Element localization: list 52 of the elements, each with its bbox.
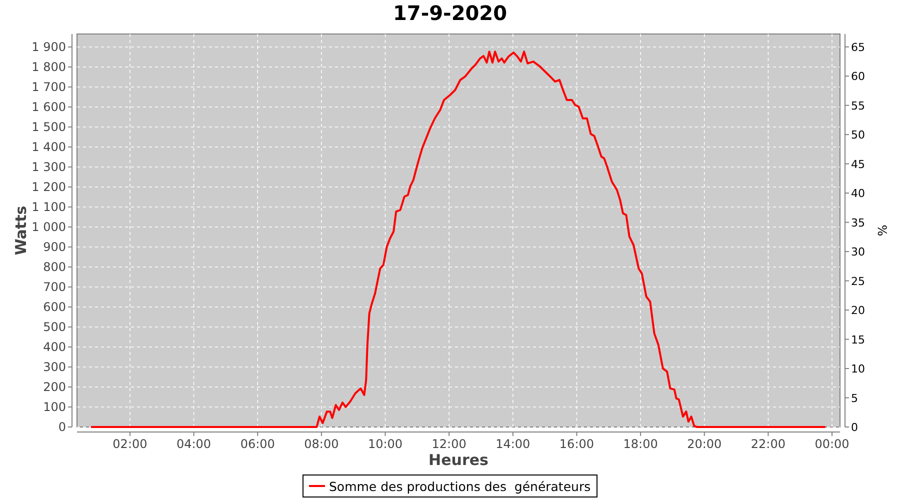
x-tick-label: 08:00 [304, 437, 339, 451]
line-series [90, 50, 826, 428]
x-tick-label: 00:00 [814, 437, 850, 451]
y-tick-label: 1 400 [32, 140, 66, 154]
y2-tick-label: 50 [851, 128, 865, 142]
y-tick-label: 1 500 [32, 120, 66, 134]
y-axis-title: Watts [12, 206, 30, 256]
y-tick-label: 1 000 [32, 220, 66, 234]
x-tick-label: 14:00 [496, 437, 530, 451]
y-tick-label: 100 [43, 400, 66, 414]
x-tick-label: 10:00 [368, 437, 403, 451]
y2-tick-label: 5 [851, 392, 858, 405]
y2-tick-label: 25 [851, 274, 865, 288]
chart-title: 17-9-2020 [392, 1, 508, 25]
y-tick-label: 400 [43, 340, 66, 354]
y-tick-label: 1 900 [32, 40, 66, 54]
y2-tick-label: 20 [851, 304, 865, 318]
x-tick-label: 20:00 [687, 437, 722, 451]
y2-tick-label: 65 [851, 40, 865, 54]
y2-tick-label: 15 [851, 333, 865, 346]
y-tick-label: 1 700 [32, 80, 66, 94]
y-tick-label: 500 [43, 320, 66, 334]
x-tick-label: 06:00 [240, 437, 275, 451]
y-tick-label: 1 200 [32, 180, 66, 194]
y-tick-label: 800 [43, 260, 66, 274]
y-tick-label: 700 [43, 280, 66, 294]
y-tick-label: 0 [58, 420, 66, 434]
x-axis-title: Heures [428, 451, 489, 469]
x-tick-label: 22:00 [750, 437, 786, 451]
y2-tick-label: 0 [851, 421, 858, 434]
x-tick-label: 04:00 [176, 437, 212, 451]
y2-axis-title: % [875, 224, 889, 236]
y-tick-label: 200 [43, 380, 66, 394]
y-tick-label: 1 300 [32, 160, 66, 174]
y-tick-label: 1 100 [32, 200, 66, 214]
legend-label: Somme des productions des générateurs [329, 479, 591, 494]
y-tick-label: 1 800 [32, 60, 66, 74]
x-tick-label: 18:00 [623, 437, 658, 451]
y2-tick-label: 55 [851, 99, 865, 112]
y-tick-label: 300 [43, 360, 66, 374]
y-tick-label: 1 600 [32, 100, 66, 114]
y2-tick-label: 45 [851, 158, 865, 171]
y2-tick-label: 40 [851, 187, 865, 200]
y2-tick-label: 35 [851, 216, 865, 230]
y2-tick-label: 60 [851, 70, 865, 84]
y-tick-label: 900 [43, 240, 66, 254]
y-tick-label: 600 [43, 300, 66, 314]
x-tick-label: 02:00 [112, 437, 148, 451]
x-tick-label: 16:00 [559, 437, 594, 451]
y2-tick-label: 10 [851, 362, 865, 376]
x-tick-label: 12:00 [432, 437, 466, 451]
y2-tick-label: 30 [851, 246, 865, 259]
